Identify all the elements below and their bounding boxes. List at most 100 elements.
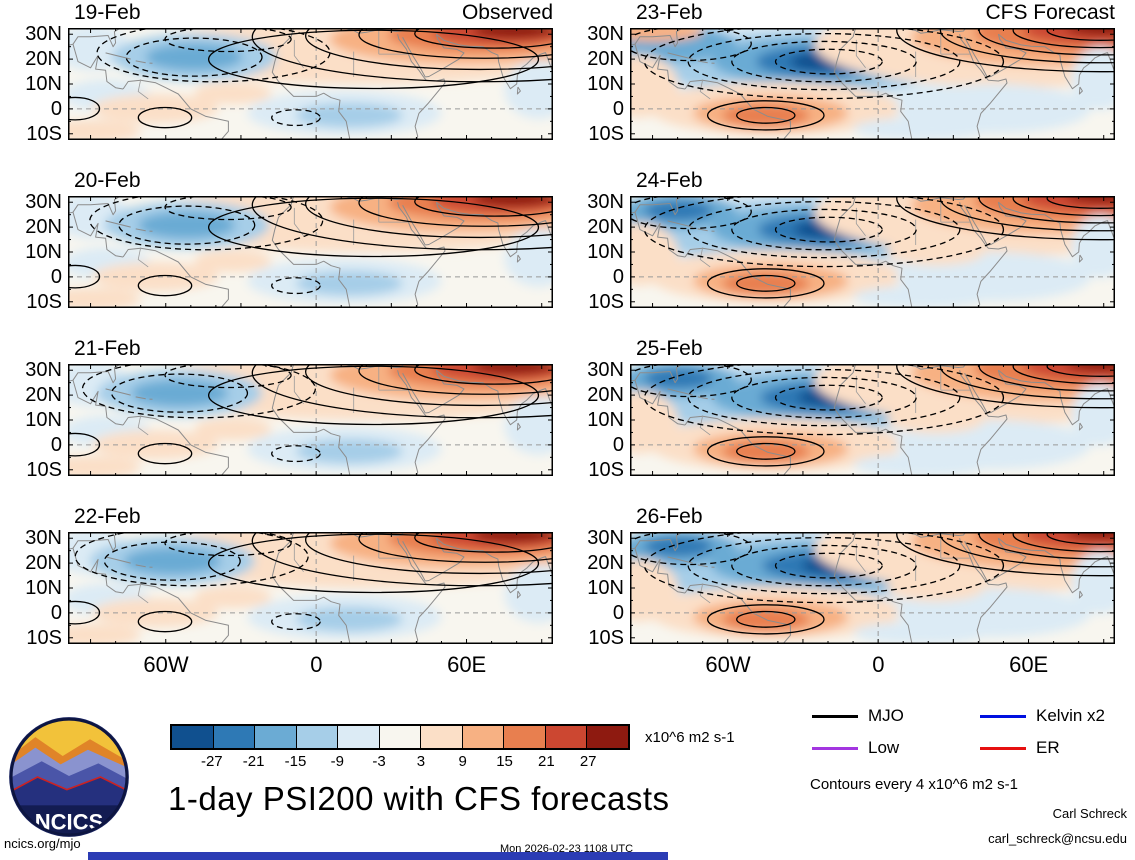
lon-tick-label: 0 — [310, 652, 323, 677]
lon-tick-label: 60W — [143, 652, 189, 677]
figure-title: 1-day PSI200 with CFS forecasts — [168, 780, 670, 817]
lat-tick-label: 20N — [25, 48, 62, 71]
lat-tick-label: 10N — [587, 577, 624, 599]
lat-tick-label: 10N — [25, 73, 62, 95]
lat-tick-label: 10S — [588, 458, 624, 481]
colorbar-tick-label: 21 — [538, 753, 555, 770]
legend-label-low: Low — [868, 738, 900, 757]
column-header: CFS Forecast — [985, 1, 1115, 24]
lat-tick-label: 10S — [26, 626, 62, 649]
ncics-logo: NCICS — [9, 717, 129, 837]
colorbar-tick-label: -9 — [330, 753, 344, 770]
panel-date: 19-Feb — [74, 1, 141, 24]
lat-tick-label: 10N — [587, 241, 624, 263]
site-link[interactable]: ncics.org/mjo — [4, 836, 81, 851]
legend-item-low: Low — [812, 738, 899, 758]
low-line-swatch — [812, 746, 858, 750]
map-canvas-24-Feb — [630, 196, 1115, 308]
colorbar-ticks: -27 -21 -15 -9 -3 3 9 15 21 27 — [0, 753, 1135, 773]
lat-tick-label: 0 — [612, 97, 624, 120]
colorbar-tick-label: -3 — [372, 753, 386, 770]
lat-tick-label: 30N — [587, 359, 624, 382]
colorbar-segment — [504, 726, 546, 748]
credit-email: carl_schreck@ncsu.edu — [988, 831, 1127, 846]
lat-tick-label: 10S — [26, 122, 62, 145]
lat-tick-label: 0 — [50, 601, 62, 624]
colorbar-tick-label: -21 — [242, 753, 265, 770]
lat-tick-label: 0 — [50, 433, 62, 456]
lon-tick-label: 60W — [705, 652, 751, 677]
map-canvas-21-Feb — [68, 364, 553, 476]
bottom-blue-bar — [88, 852, 668, 860]
colorbar-segment — [462, 726, 505, 748]
colorbar-segment — [296, 726, 339, 748]
legend-label-kelvin: Kelvin x2 — [1036, 706, 1105, 725]
legend-label-er: ER — [1036, 738, 1060, 757]
lat-tick-label: 20N — [587, 216, 624, 239]
lat-tick-label: 10N — [587, 409, 624, 431]
lat-tick-label: 10S — [588, 626, 624, 649]
colorbar-segment — [587, 726, 629, 748]
colorbar-segment — [172, 726, 214, 748]
colorbar-tick-label: -15 — [284, 753, 307, 770]
lat-tick-label: 0 — [50, 265, 62, 288]
lat-tick-label: 10N — [587, 73, 624, 95]
map-canvas-22-Feb — [68, 532, 553, 644]
lat-tick-label: 10N — [25, 577, 62, 599]
map-canvas-19-Feb — [68, 28, 553, 140]
er-line-swatch — [980, 746, 1026, 750]
lon-tick-label: 0 — [872, 652, 885, 677]
kelvin-line-swatch — [980, 714, 1026, 718]
lat-tick-label: 20N — [25, 216, 62, 239]
colorbar-swatches — [172, 726, 629, 748]
lat-tick-label: 30N — [587, 23, 624, 46]
panel-date: 20-Feb — [74, 169, 141, 192]
colorbar-tick-label: 15 — [496, 753, 513, 770]
lat-tick-label: 10S — [26, 290, 62, 313]
panel-date: 22-Feb — [74, 505, 141, 528]
colorbar-tick-label: 3 — [416, 753, 426, 770]
panel-date: 21-Feb — [74, 337, 141, 360]
mjo-line-swatch — [812, 714, 858, 718]
lat-tick-label: 20N — [587, 552, 624, 575]
lon-tick-label: 60E — [1009, 652, 1049, 677]
panel-date: 26-Feb — [636, 505, 703, 528]
map-canvas-23-Feb — [630, 28, 1115, 140]
lat-tick-label: 10N — [25, 409, 62, 431]
map-canvas-26-Feb — [630, 532, 1115, 644]
lat-tick-label: 20N — [25, 552, 62, 575]
lat-tick-label: 30N — [25, 23, 62, 46]
panel-date: 23-Feb — [636, 1, 703, 24]
lat-tick-label: 0 — [612, 601, 624, 624]
map-canvas-20-Feb — [68, 196, 553, 308]
lat-tick-label: 10S — [588, 122, 624, 145]
lat-tick-label: 30N — [587, 527, 624, 550]
legend-item-kelvin: Kelvin x2 — [980, 706, 1105, 726]
column-header: Observed — [461, 1, 553, 24]
logo-art: NCICS — [11, 719, 127, 835]
colorbar-segment — [379, 726, 422, 748]
lat-tick-label: 10S — [26, 458, 62, 481]
lat-tick-label: 30N — [587, 191, 624, 214]
colorbar-tick-label: 9 — [458, 753, 467, 770]
lat-tick-label: 30N — [25, 527, 62, 550]
map-canvas-25-Feb — [630, 364, 1115, 476]
colorbar — [170, 724, 630, 750]
lat-tick-label: 20N — [25, 384, 62, 407]
lat-tick-label: 0 — [612, 433, 624, 456]
colorbar-segment — [213, 726, 256, 748]
lat-tick-label: 0 — [50, 97, 62, 120]
lat-tick-label: 0 — [612, 265, 624, 288]
lat-tick-label: 10S — [588, 290, 624, 313]
colorbar-segment — [545, 726, 588, 748]
legend-item-mjo: MJO — [812, 706, 904, 726]
contour-note: Contours every 4 x10^6 m2 s-1 — [810, 776, 1018, 793]
lon-tick-label: 60E — [447, 652, 487, 677]
panel-date: 24-Feb — [636, 169, 703, 192]
credit-name: Carl Schreck — [1052, 806, 1127, 821]
panel-date: 25-Feb — [636, 337, 703, 360]
colorbar-segment — [421, 726, 463, 748]
lat-tick-label: 10N — [25, 241, 62, 263]
lat-tick-label: 30N — [25, 191, 62, 214]
